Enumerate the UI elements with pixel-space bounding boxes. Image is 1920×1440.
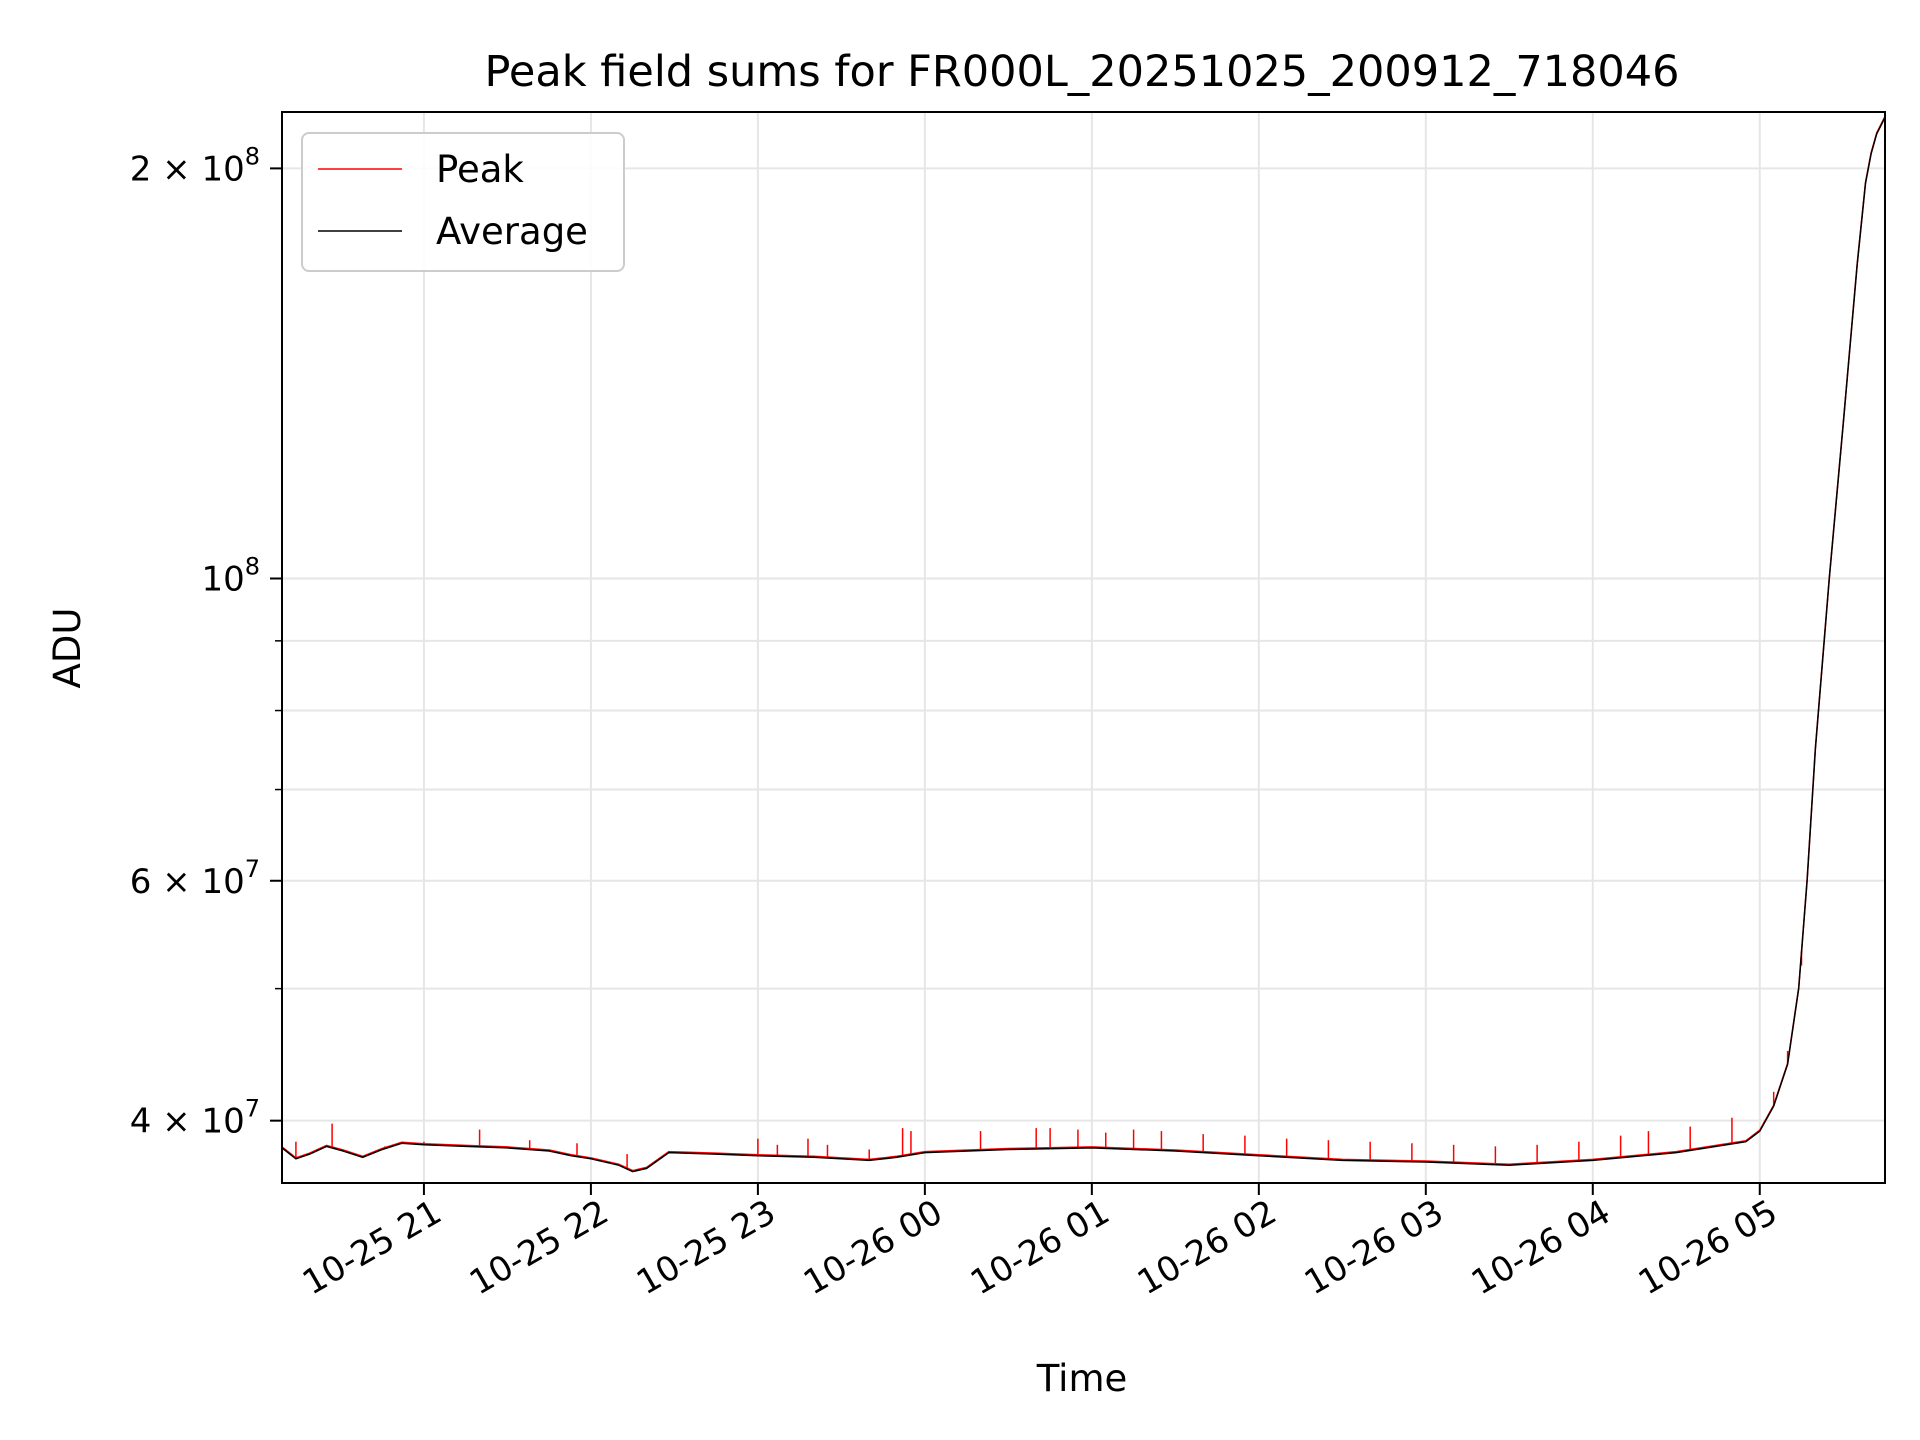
y-tick-label: 4 × 107: [130, 1095, 260, 1142]
y-tick-label: 6 × 107: [130, 855, 260, 902]
grid: [282, 112, 1885, 1183]
legend: Peak Average: [301, 132, 625, 272]
y-axis-label: ADU: [46, 608, 89, 689]
y-tick-label: 108: [201, 553, 260, 600]
plot-frame: [281, 111, 1886, 1184]
legend-label-average: Average: [436, 210, 588, 253]
y-tick-label: 2 × 108: [130, 142, 260, 189]
average-series-line: [282, 117, 1885, 1173]
chart-title: Peak field sums for FR000L_20251025_2009…: [485, 47, 1680, 97]
legend-box: [301, 132, 625, 272]
x-axis-label: Time: [1036, 1357, 1128, 1400]
legend-label-peak: Peak: [436, 148, 524, 191]
plot-series: [282, 116, 1885, 1173]
series-layer: [282, 116, 1885, 1173]
y-axis: 4 × 107 6 × 107 108 2 × 108: [130, 142, 282, 1142]
